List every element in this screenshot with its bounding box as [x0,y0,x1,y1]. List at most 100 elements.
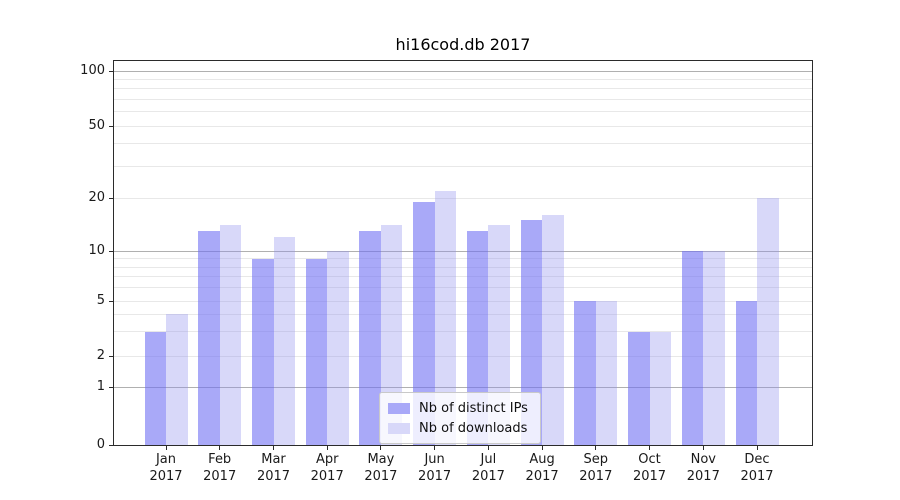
gridline-y-40 [114,143,812,144]
gridline-y-60 [114,111,812,112]
y-tick-label-1: 1 [96,379,105,394]
x-tick-label-mar: Mar 2017 [242,451,306,485]
month-label: Jan [155,452,177,467]
gridline-y-4 [114,313,812,315]
bar-downloads-feb [219,225,242,445]
x-tick-label-oct: Oct 2017 [618,451,682,485]
legend: Nb of distinct IPs Nb of downloads [379,392,541,444]
x-tick-label-feb: Feb 2017 [188,451,252,485]
y-tick-label-2: 2 [96,348,105,363]
y-tick-label-100: 100 [80,63,105,78]
x-tick-jan [165,445,167,450]
chart-title: hi16cod.db 2017 [395,35,531,54]
gridline-y-10 [114,250,812,252]
x-tick-jun [434,445,436,450]
year-label: 2017 [203,469,237,484]
bar-ips-feb [198,230,220,445]
month-label: Nov [690,452,716,467]
year-label: 2017 [310,469,344,484]
y-tick-label-20: 20 [88,190,105,205]
bar-ips-may [359,230,381,445]
y-tick-label-10: 10 [88,243,105,258]
gridline-y-5 [114,300,812,302]
right-spine [812,60,813,446]
x-tick-label-sep: Sep 2017 [564,451,628,485]
y-tick-20 [109,197,114,199]
bar-ips-oct [628,331,650,445]
bar-ips-nov [681,251,704,445]
x-tick-label-apr: Apr 2017 [295,451,359,485]
year-label: 2017 [149,469,183,484]
x-tick-nov [702,445,704,450]
bar-downloads-sep [595,301,618,445]
gridline-y-30 [114,165,812,167]
bar-downloads-jul [488,225,510,445]
x-tick-label-jan: Jan 2017 [134,451,198,485]
month-label: Feb [208,452,232,467]
x-tick-label-aug: Aug 2017 [510,451,574,485]
bar-ips-dec [735,301,757,445]
gridline-y-1 [114,386,812,388]
bottom-spine [113,445,813,446]
x-tick-mar [273,445,274,450]
x-tick-apr [326,445,328,450]
bar-ips-jun [413,201,435,445]
y-tick-label-0: 0 [96,437,105,452]
gridline-y-6 [114,287,812,289]
year-label: 2017 [364,469,398,484]
legend-item-distinct-ips: Nb of distinct IPs [388,398,528,418]
bar-downloads-apr [327,251,349,445]
top-spine [113,60,813,61]
bar-ips-jan [144,331,166,445]
y-tick-5 [109,300,114,302]
x-tick-dec [756,445,758,450]
gridline-y-7 [114,276,812,278]
x-tick-label-dec: Dec 2017 [725,451,789,485]
legend-label-downloads: Nb of downloads [419,420,528,436]
bar-downloads-dec [757,198,779,445]
month-label: Sep [583,452,609,467]
year-label: 2017 [579,469,613,484]
year-label: 2017 [632,469,667,484]
y-tick-100 [109,70,114,72]
bar-downloads-oct [649,331,671,445]
year-label: 2017 [471,469,505,484]
month-label: Jun [424,452,445,467]
legend-swatch-distinct-ips [388,402,410,414]
gridline-y-3 [114,331,812,333]
y-tick-label-50: 50 [88,118,105,133]
bar-downloads-mar [273,237,295,445]
gridline-y-2 [114,355,812,357]
bar-downloads-jun [434,190,457,445]
y-tick-50 [109,125,114,127]
year-label: 2017 [418,469,452,484]
y-tick-0 [109,444,114,446]
year-label: 2017 [740,469,774,484]
y-tick-2 [109,355,114,357]
bar-downloads-nov [703,251,725,445]
gridline-y-9 [114,258,812,260]
month-label: Dec [744,452,770,467]
bar-downloads-aug [542,215,564,445]
month-label: Aug [529,452,555,467]
bar-downloads-may [380,225,403,445]
bar-ips-sep [574,301,596,445]
bar-ips-mar [252,258,274,445]
month-label: Mar [261,452,286,467]
year-label: 2017 [686,469,720,484]
year-label: 2017 [525,469,559,484]
year-label: 2017 [256,469,291,484]
gridline-y-70 [114,98,812,100]
bar-downloads-jan [166,314,188,445]
legend-item-downloads: Nb of downloads [388,418,528,438]
x-tick-label-may: May 2017 [349,451,413,485]
x-tick-sep [595,445,597,450]
bar-ips-apr [305,258,328,445]
x-tick-label-jun: Jun 2017 [403,451,467,485]
gridline-y-50 [114,125,812,127]
x-tick-may [380,445,382,450]
